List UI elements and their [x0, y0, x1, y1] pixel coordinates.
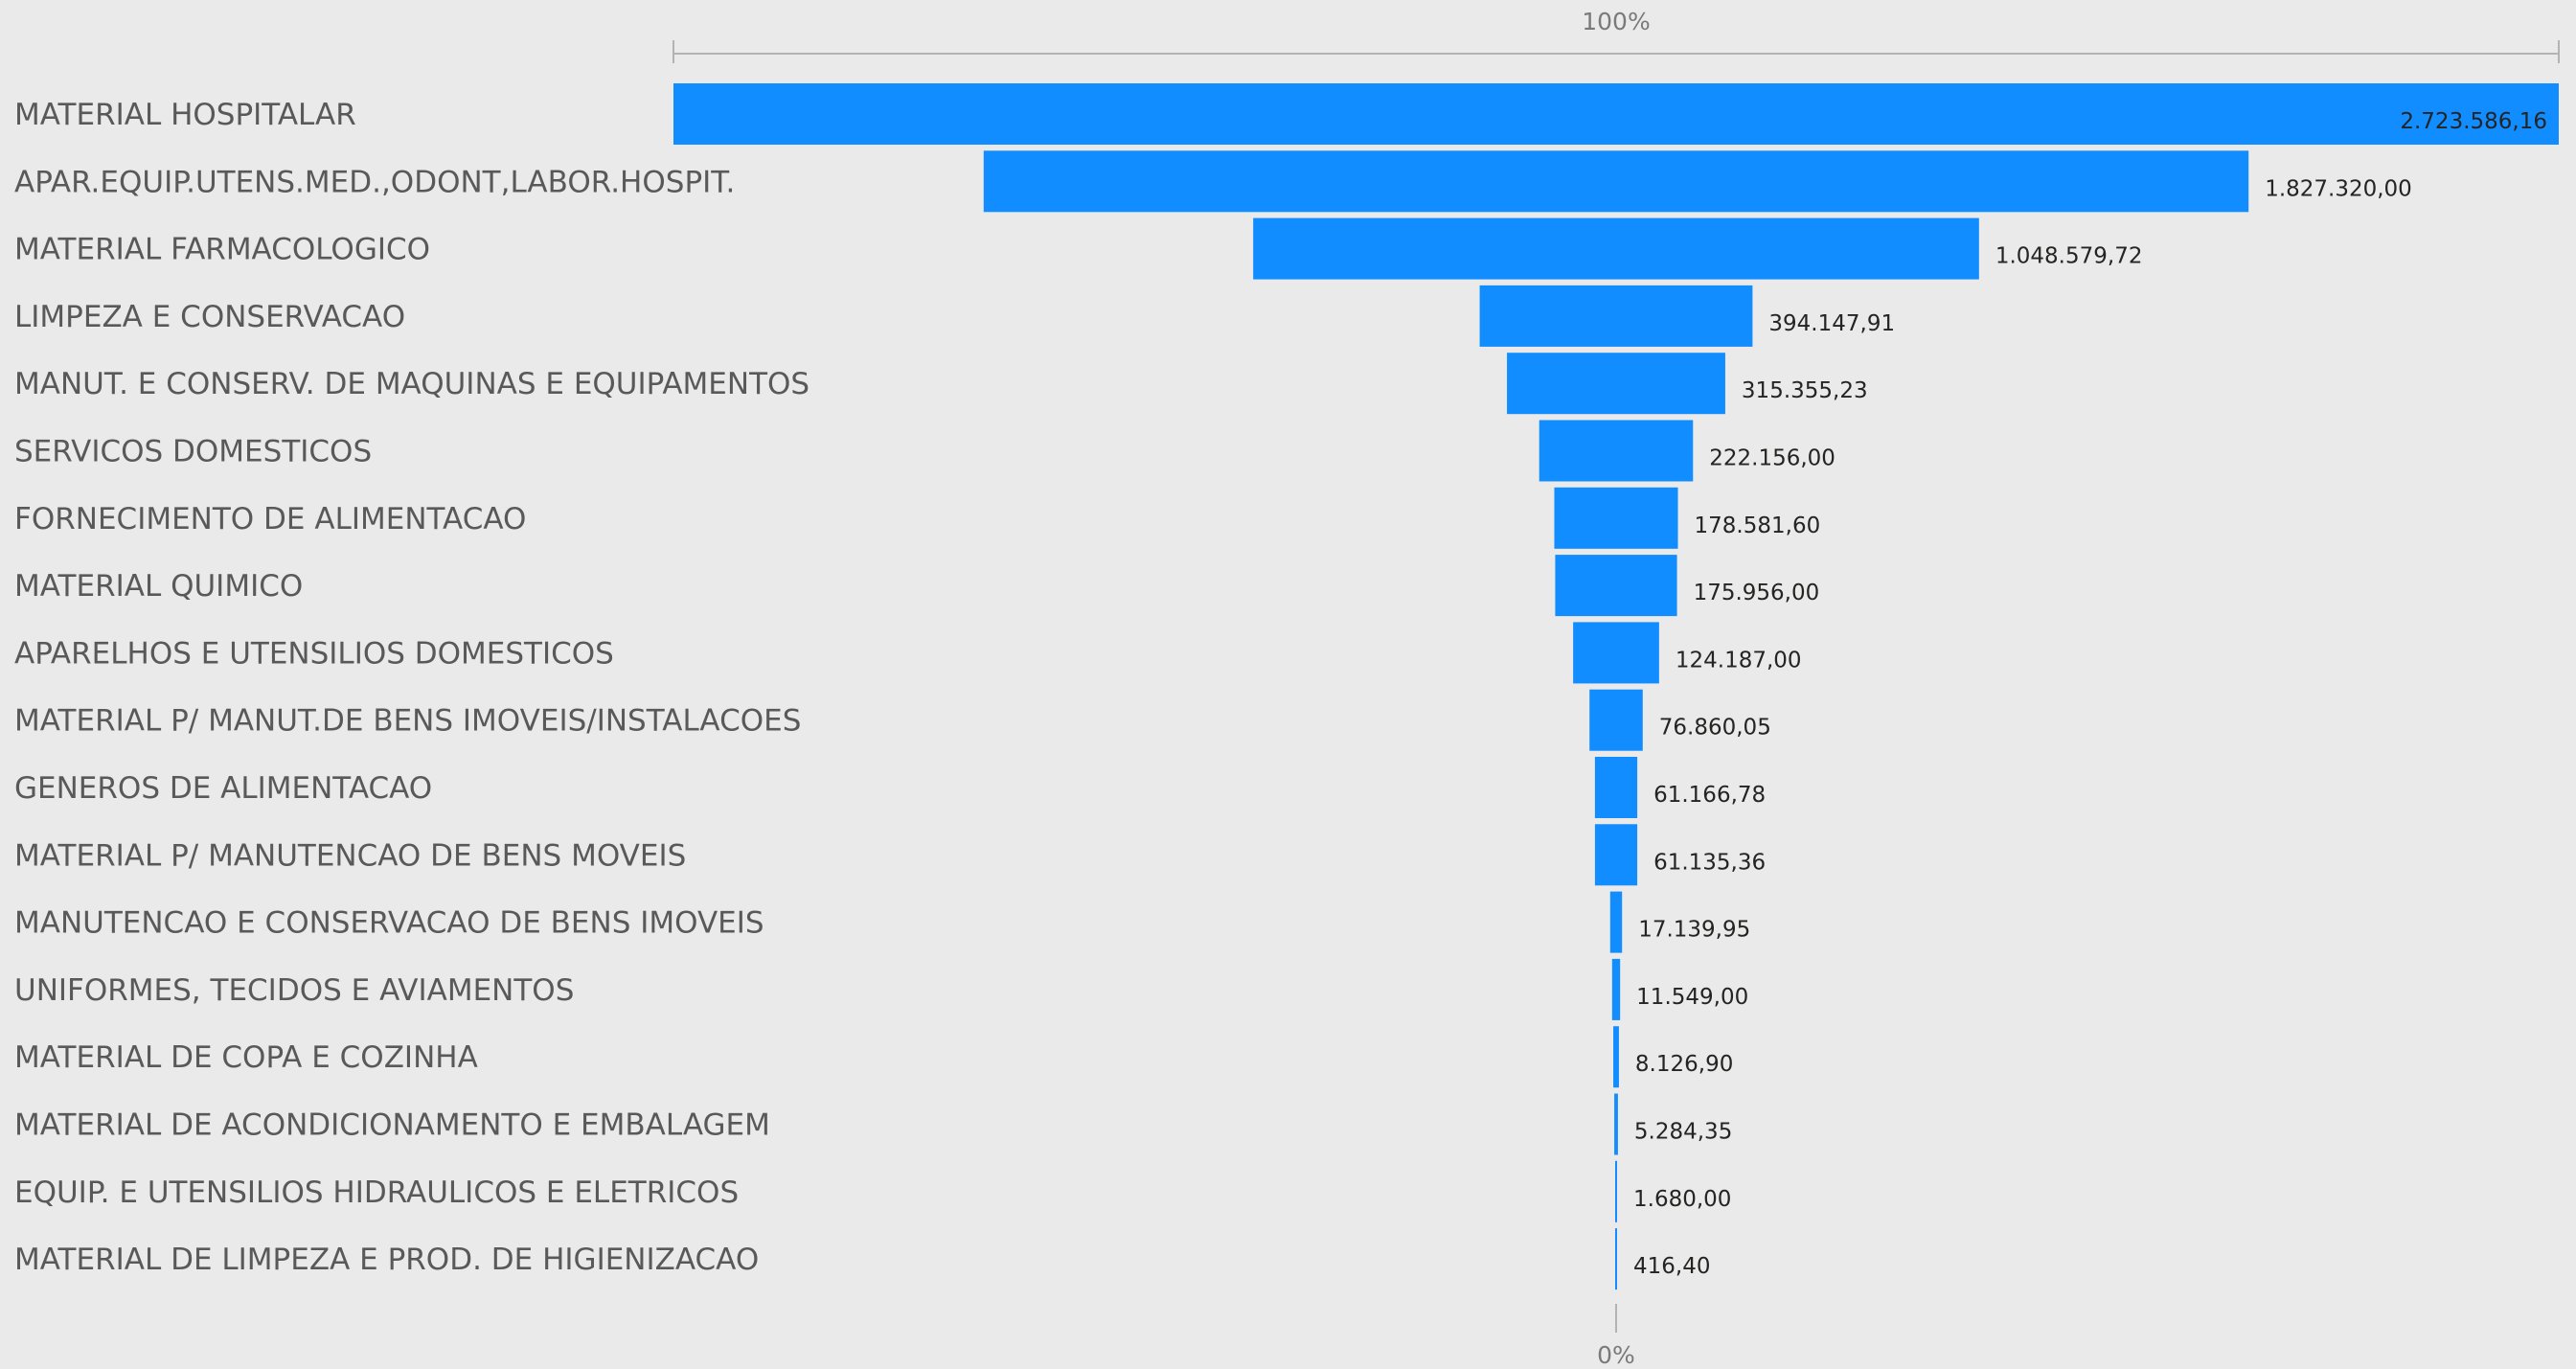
- value-label: 8.126,90: [1635, 1052, 1733, 1077]
- category-label: APARELHOS E UTENSILIOS DOMESTICOS: [14, 636, 614, 671]
- funnel-bar[interactable]: [1613, 1026, 1619, 1088]
- funnel-bar[interactable]: [1614, 1093, 1618, 1155]
- value-label: 17.139,95: [1638, 918, 1750, 943]
- value-label: 61.166,78: [1653, 783, 1766, 808]
- category-label: MATERIAL DE LIMPEZA E PROD. DE HIGIENIZA…: [14, 1243, 759, 1277]
- funnel-bar[interactable]: [1253, 217, 1979, 280]
- bottom-axis: 0%: [1597, 1304, 1635, 1369]
- category-label: MATERIAL QUIMICO: [14, 569, 303, 604]
- funnel-bar[interactable]: [1609, 891, 1623, 953]
- value-label: 11.549,00: [1636, 985, 1748, 1010]
- category-label: MATERIAL FARMACOLOGICO: [14, 233, 430, 267]
- category-label: MANUT. E CONSERV. DE MAQUINAS E EQUIPAME…: [14, 367, 809, 401]
- value-label: 1.680,00: [1633, 1187, 1731, 1212]
- funnel-bar[interactable]: [1573, 622, 1659, 684]
- value-label: 222.156,00: [1709, 446, 1835, 471]
- funnel-bar[interactable]: [1555, 555, 1677, 617]
- value-label: 175.956,00: [1694, 581, 1820, 605]
- value-label: 1.048.579,72: [1995, 244, 2143, 269]
- category-label: GENEROS DE ALIMENTACAO: [14, 771, 432, 806]
- funnel-bar[interactable]: [1554, 487, 1678, 549]
- category-label: EQUIP. E UTENSILIOS HIDRAULICOS E ELETRI…: [14, 1175, 739, 1210]
- category-label: MANUTENCAO E CONSERVACAO DE BENS IMOVEIS: [14, 906, 764, 941]
- top-axis: 100%: [672, 8, 2560, 63]
- category-label: APAR.EQUIP.UTENS.MED.,ODONT,LABOR.HOSPIT…: [14, 165, 735, 199]
- value-label: 2.723.586,16: [2400, 109, 2547, 134]
- funnel-bar[interactable]: [1539, 420, 1694, 482]
- value-label: 5.284,35: [1634, 1120, 1732, 1145]
- funnel-bar[interactable]: [1479, 285, 1753, 347]
- value-label: 416,40: [1633, 1254, 1710, 1279]
- category-label: MATERIAL DE ACONDICIONAMENTO E EMBALAGEM: [14, 1108, 770, 1143]
- bottom-axis-label: 0%: [1597, 1341, 1635, 1369]
- value-label: 1.827.320,00: [2265, 176, 2412, 201]
- category-label: LIMPEZA E CONSERVACAO: [14, 300, 405, 334]
- value-label: 394.147,91: [1768, 311, 1895, 336]
- funnel-bars: MATERIAL HOSPITALAR 2.723.586,16 APAR.EQUI…: [14, 83, 2559, 1290]
- category-label: MATERIAL P/ MANUTENCAO DE BENS MOVEIS: [14, 838, 686, 873]
- funnel-bar[interactable]: [1594, 824, 1638, 886]
- category-label: FORNECIMENTO DE ALIMENTACAO: [14, 502, 526, 536]
- value-label: 124.187,00: [1676, 648, 1802, 673]
- funnel-bar[interactable]: [983, 150, 2249, 213]
- category-label: SERVICOS DOMESTICOS: [14, 435, 372, 469]
- value-label: 315.355,23: [1742, 378, 1868, 403]
- funnel-bar[interactable]: [673, 83, 2559, 145]
- top-axis-label: 100%: [1582, 8, 1650, 35]
- funnel-bar[interactable]: [1594, 757, 1638, 818]
- funnel-bar[interactable]: [1615, 1160, 1617, 1222]
- value-label: 76.860,05: [1659, 716, 1771, 741]
- category-label: MATERIAL P/ MANUT.DE BENS IMOVEIS/INSTAL…: [14, 704, 801, 739]
- category-label: MATERIAL DE COPA E COZINHA: [14, 1040, 478, 1075]
- funnel-bar[interactable]: [1589, 689, 1643, 751]
- funnel-bar[interactable]: [1611, 958, 1621, 1020]
- value-label: 178.581,60: [1695, 513, 1821, 538]
- funnel-bar[interactable]: [1507, 353, 1725, 415]
- category-label: MATERIAL HOSPITALAR: [14, 98, 356, 132]
- funnel-bar[interactable]: [1615, 1228, 1617, 1290]
- category-label: UNIFORMES, TECIDOS E AVIAMENTOS: [14, 973, 574, 1008]
- value-label: 61.135,36: [1653, 850, 1766, 875]
